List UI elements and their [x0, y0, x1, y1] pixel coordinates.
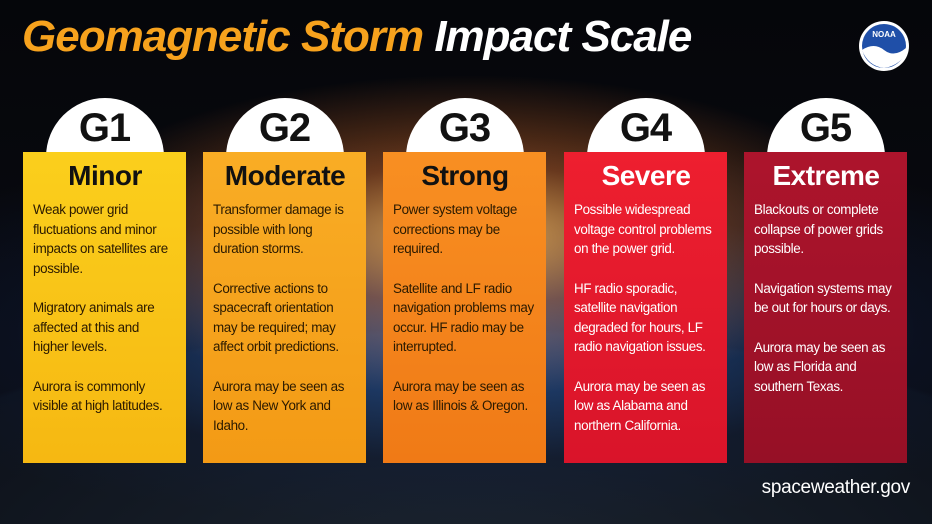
scale-card: Extreme Blackouts or complete collapse of…	[744, 152, 907, 463]
scale-card: Strong Power system voltage corrections m…	[383, 152, 546, 463]
impact-text: Aurora may be seen as low as Alabama and…	[574, 378, 706, 433]
scale-card: Severe Possible widespread voltage contro…	[564, 152, 727, 463]
scale-card: Moderate Transformer damage is possible w…	[203, 152, 366, 463]
impact-text: HF radio sporadic, satellite navigation …	[574, 280, 706, 355]
impact-text: Possible widespread voltage control prob…	[574, 202, 712, 256]
impact-text: Corrective actions to spacecraft orienta…	[213, 280, 339, 355]
impact-text: Satellite and LF radio navigation proble…	[393, 280, 534, 355]
impact-text: Aurora is commonly visible at high latit…	[33, 378, 163, 414]
level-label: G3	[438, 106, 491, 150]
level-label: G5	[799, 106, 852, 150]
impact-text: Transformer damage is possible with long…	[213, 202, 344, 256]
impact-text: Aurora may be seen as low as Illinois & …	[393, 378, 528, 414]
impact-text: Aurora may be seen as low as Florida and…	[754, 339, 886, 394]
level-label: G4	[619, 106, 672, 150]
impact-text: Aurora may be seen as low as New York an…	[213, 378, 345, 433]
level-name: Minor	[68, 160, 142, 191]
impact-text: Weak power grid fluctuations and minor i…	[33, 202, 168, 276]
level-name: Strong	[421, 160, 509, 191]
level-label: G1	[78, 106, 131, 150]
footer-url: spaceweather.gov	[761, 477, 911, 498]
noaa-logo: NOAA	[859, 21, 909, 71]
level-name: Severe	[601, 160, 691, 191]
level-name: Moderate	[224, 160, 346, 191]
impact-text: Navigation systems may be out for hours …	[754, 280, 892, 316]
title-part: Geomagnetic Storm	[22, 12, 424, 61]
scale-card: Minor Weak power grid fluctuations and mi…	[23, 152, 186, 463]
title-part: Impact Scale	[434, 12, 692, 61]
impact-text: Power system voltage corrections may be …	[393, 202, 517, 256]
logo-text: NOAA	[872, 30, 896, 39]
impact-text: Migratory animals are affected at this a…	[33, 300, 155, 354]
impact-text: Blackouts or complete collapse of power …	[754, 202, 883, 256]
title: Geomagnetic Storm Impact Scale	[22, 12, 692, 62]
level-label: G2	[258, 106, 311, 150]
level-name: Extreme	[772, 160, 880, 191]
